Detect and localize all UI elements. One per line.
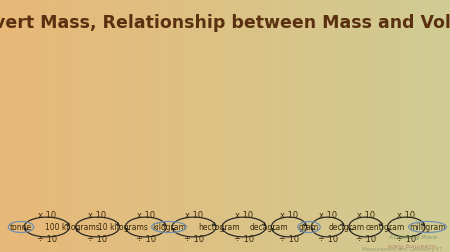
Text: x 10: x 10 xyxy=(137,211,155,220)
Text: hectogram: hectogram xyxy=(198,223,240,232)
Text: x 10: x 10 xyxy=(397,211,415,220)
Text: A Learning Place: A Learning Place xyxy=(388,235,437,240)
Text: tonne: tonne xyxy=(10,223,32,232)
Text: ÷ 10: ÷ 10 xyxy=(136,235,156,243)
Text: x 10: x 10 xyxy=(38,211,56,220)
Text: ÷ 10: ÷ 10 xyxy=(279,235,299,243)
Text: x 10: x 10 xyxy=(280,211,298,220)
Text: kilogram: kilogram xyxy=(152,223,186,232)
Text: decagram: decagram xyxy=(250,223,288,232)
Text: ÷ 10: ÷ 10 xyxy=(234,235,254,243)
Text: Convert Mass, Relationship between Mass and Volume: Convert Mass, Relationship between Mass … xyxy=(0,14,450,32)
Text: A Learning Place: A Learning Place xyxy=(388,241,437,246)
Text: x 10: x 10 xyxy=(319,211,337,220)
Text: x 10: x 10 xyxy=(185,211,203,220)
Text: ÷ 10: ÷ 10 xyxy=(318,235,338,243)
Text: x 10: x 10 xyxy=(89,211,107,220)
Text: x 10: x 10 xyxy=(235,211,253,220)
Text: decigram: decigram xyxy=(328,223,364,232)
Text: x 10: x 10 xyxy=(357,211,375,220)
Text: milligram: milligram xyxy=(409,223,446,232)
Text: ÷ 10: ÷ 10 xyxy=(87,235,108,243)
Text: ÷ 10: ÷ 10 xyxy=(396,235,416,243)
Text: centigram: centigram xyxy=(365,223,405,232)
Text: ÷ 10: ÷ 10 xyxy=(184,235,204,243)
Text: ÷ 10: ÷ 10 xyxy=(356,235,376,243)
Text: ÷ 10: ÷ 10 xyxy=(37,235,57,243)
Text: gram: gram xyxy=(299,223,319,232)
Text: 10 kilograms: 10 kilograms xyxy=(98,223,148,232)
Text: Measurement and Geometry 67: Measurement and Geometry 67 xyxy=(362,246,442,251)
Text: 100 kilograms: 100 kilograms xyxy=(45,223,100,232)
